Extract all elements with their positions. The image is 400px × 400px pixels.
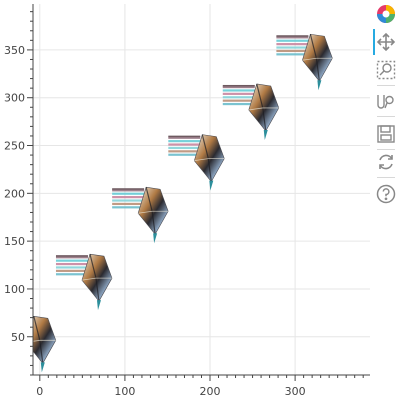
- y-tick-label: 50: [11, 331, 25, 344]
- image-marker: [33, 315, 57, 373]
- scatter-plot[interactable]: 0 100 200 300 50 100 150 200 250 300 350: [0, 0, 370, 400]
- image-markers: [33, 33, 333, 373]
- wheel-zoom-icon[interactable]: [376, 92, 396, 112]
- image-marker: [168, 134, 225, 191]
- axes: 0 100 200 300 50 100 150 200 250 300 350: [4, 4, 370, 398]
- toolbar-separator: [377, 177, 395, 178]
- x-tick-label: 100: [114, 385, 135, 398]
- image-marker: [55, 253, 113, 311]
- active-tool-indicator: [373, 29, 375, 55]
- y-tick-label: 100: [4, 283, 25, 296]
- x-tick-label: 200: [200, 385, 221, 398]
- image-marker: [222, 83, 280, 140]
- toolbar-separator: [377, 116, 395, 117]
- x-tick-label: 0: [36, 385, 43, 398]
- help-icon[interactable]: [376, 184, 396, 204]
- toolbar-separator: [377, 85, 395, 86]
- reset-icon[interactable]: [376, 152, 396, 172]
- image-marker: [276, 33, 333, 91]
- y-tick-label: 300: [4, 92, 25, 105]
- image-marker: [112, 186, 169, 244]
- y-tick-label: 200: [4, 187, 25, 200]
- bokeh-logo-icon[interactable]: [376, 4, 396, 24]
- box-zoom-icon[interactable]: [376, 60, 396, 80]
- toolbar: [370, 0, 400, 400]
- y-tick-label: 250: [4, 140, 25, 153]
- y-tick-label: 350: [4, 44, 25, 57]
- save-icon[interactable]: [376, 124, 396, 144]
- x-tick-label: 300: [285, 385, 306, 398]
- toolbar-separator: [377, 149, 395, 150]
- y-tick-label: 150: [4, 235, 25, 248]
- pan-icon[interactable]: [376, 32, 396, 52]
